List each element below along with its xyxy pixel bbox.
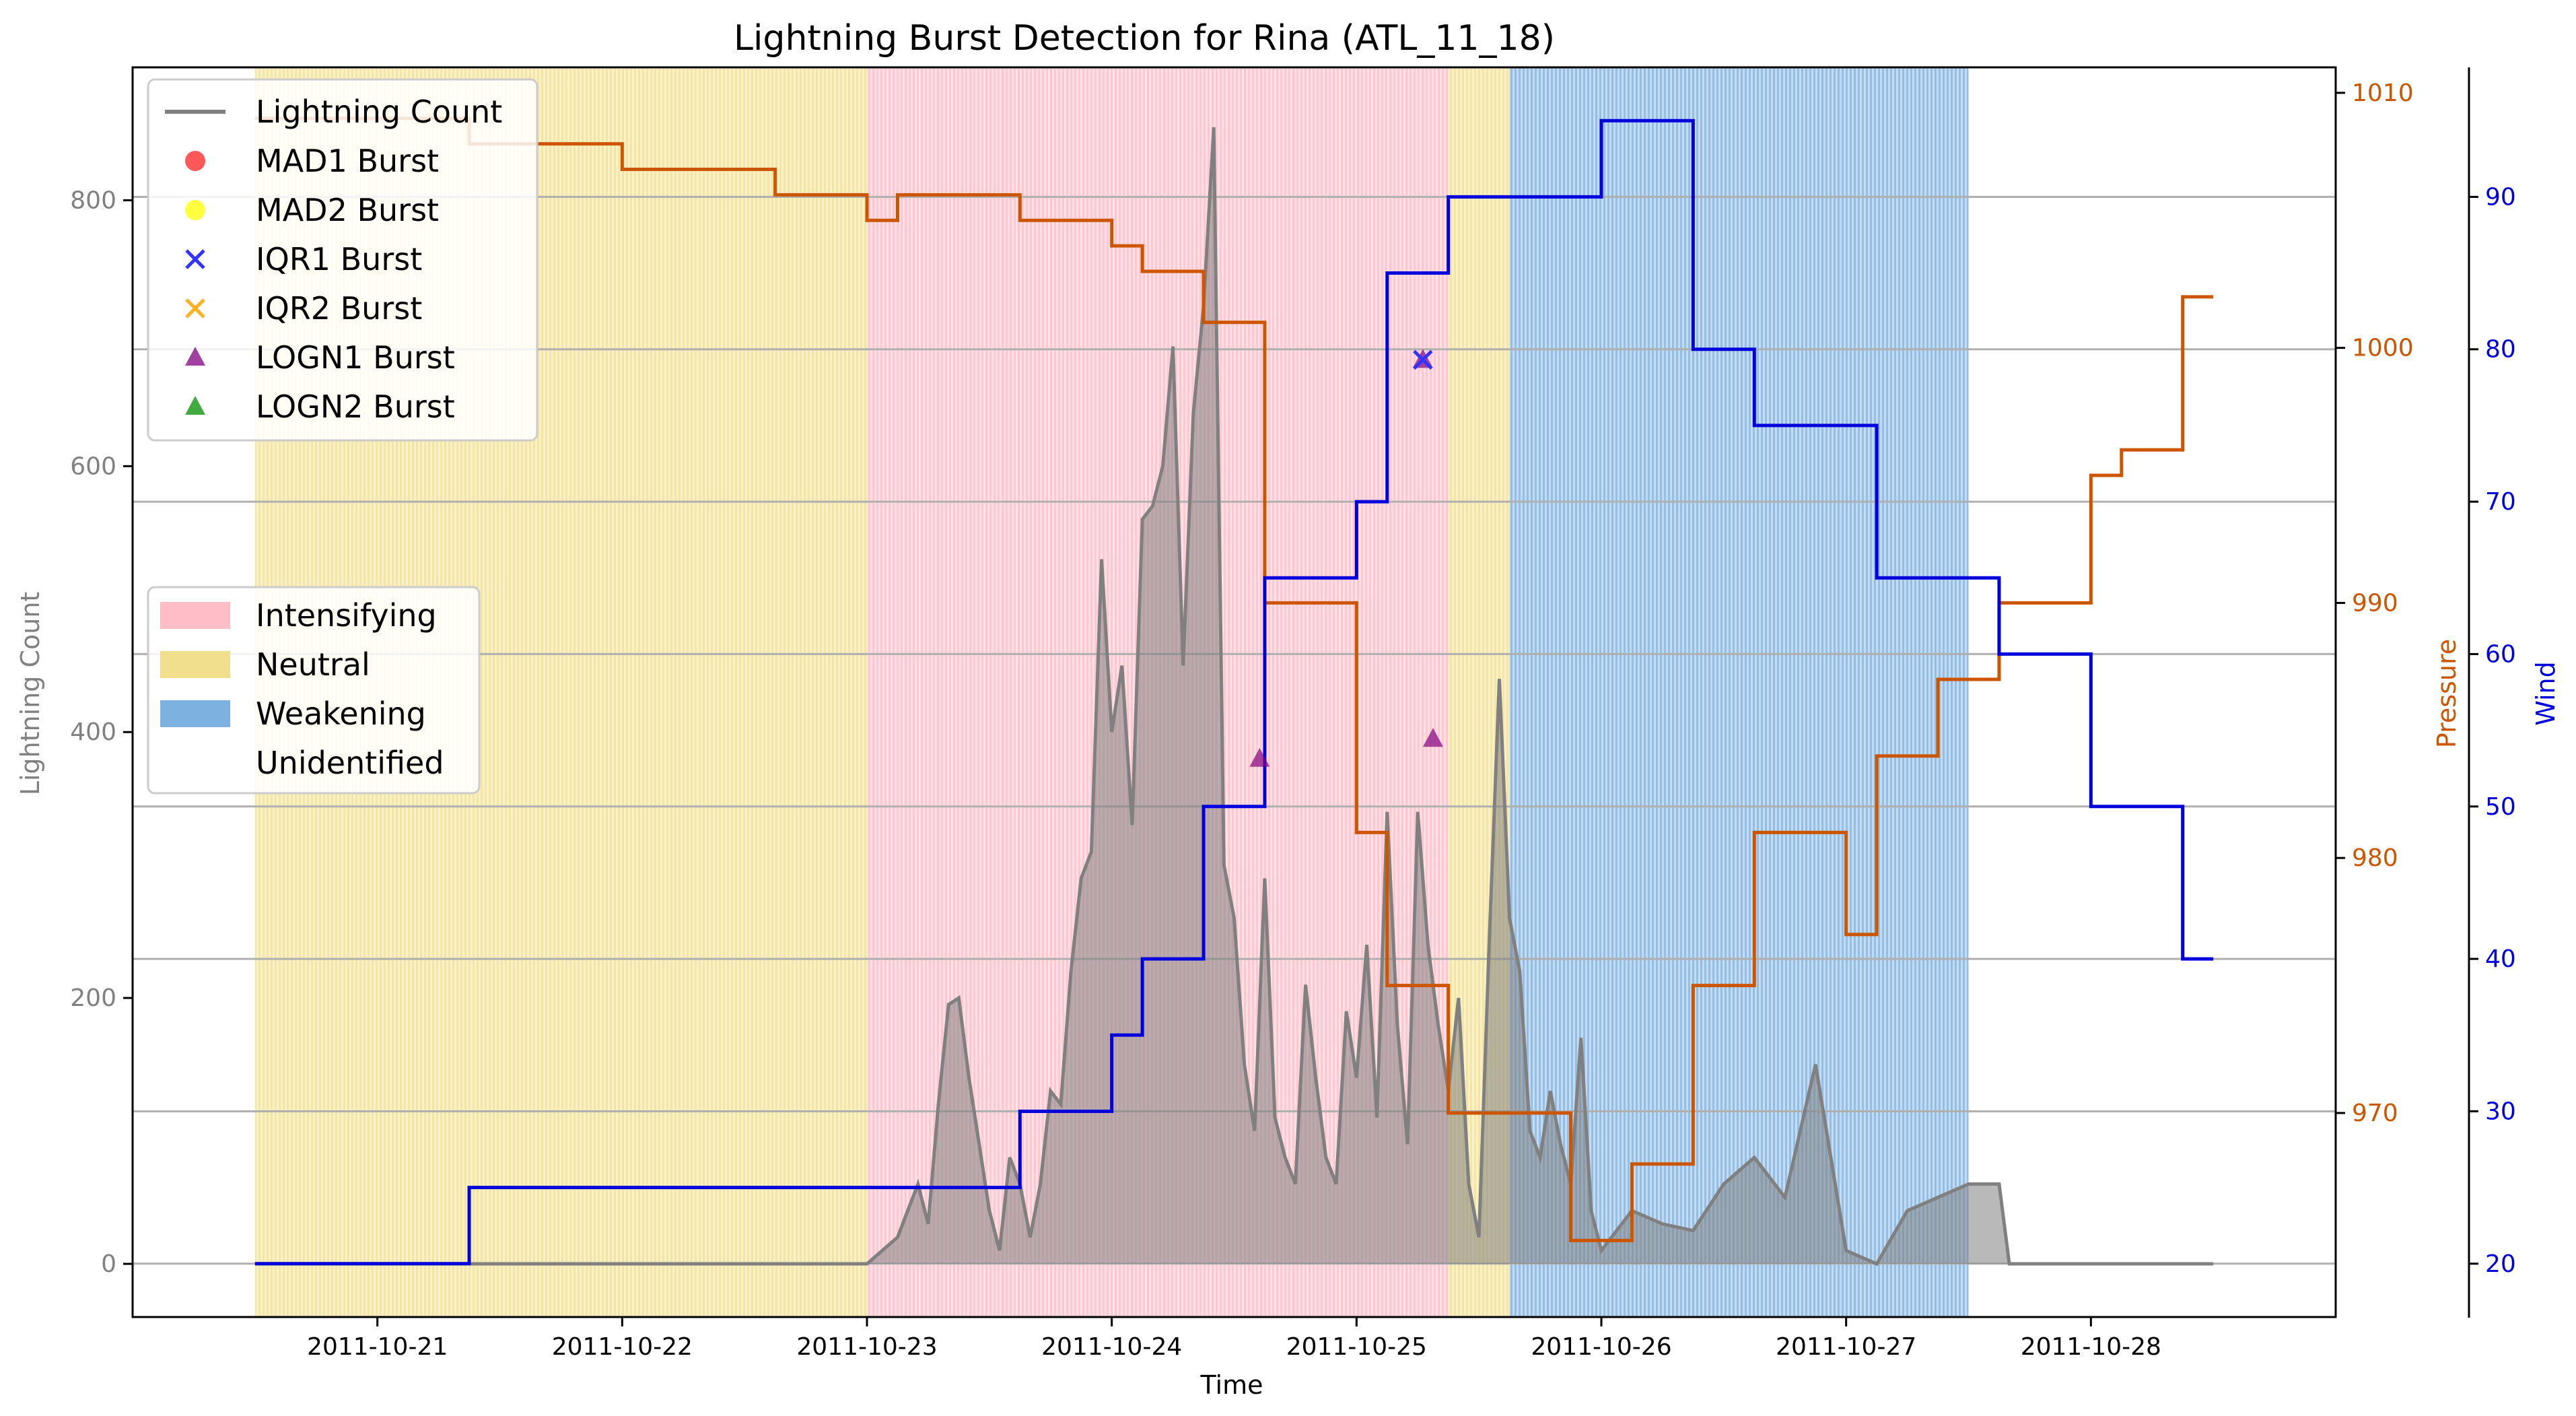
- legend-triangle-swatch-5: [185, 347, 205, 366]
- lightning-tick-label-2: 400: [70, 718, 116, 746]
- wind-series-line: [254, 119, 2214, 1266]
- plot-frame: [131, 66, 2337, 1318]
- legend-marker-label-1: MAD1 Burst: [256, 143, 439, 179]
- lightning-tick-label-1: 200: [70, 984, 116, 1012]
- pressure-tick-label-3: 1000: [2352, 335, 2414, 362]
- legend-phases-box: [147, 586, 481, 795]
- burst-marker-iqr1-3: [1413, 349, 1433, 370]
- legend-phases: Intensifying Neutral Weakening Unidentified: [147, 586, 481, 795]
- x-axis-label: Time: [1200, 1370, 1263, 1400]
- pressure-tick-label-2: 990: [2352, 589, 2398, 617]
- legend-triangle-swatch-6: [185, 396, 205, 415]
- x-tick-label-1: 2011-10-22: [552, 1333, 693, 1361]
- lightning-count-line: [254, 127, 2214, 1267]
- x-tick-label-3: 2011-10-24: [1041, 1333, 1182, 1361]
- pressure-tick-label-4: 1010: [2352, 79, 2414, 107]
- legend-marker-label-4: IQR2 Burst: [256, 290, 422, 327]
- x-tick-label-0: 2011-10-21: [307, 1333, 448, 1361]
- legend-marker-label-6: LOGN2 Burst: [256, 389, 455, 425]
- pressure-tick-label-0: 970: [2352, 1100, 2398, 1127]
- pressure-series-line: [254, 116, 2214, 1242]
- legend-circle-swatch-1: [185, 151, 205, 171]
- pressure-tick-label-1: 980: [2352, 844, 2398, 872]
- legend-x-b: [185, 249, 205, 269]
- legend-x-b: [185, 298, 205, 318]
- x-tick-label-5: 2011-10-26: [1531, 1333, 1671, 1361]
- legend-markers-box: [147, 78, 538, 442]
- wind-tick-label-0: 20: [2485, 1250, 2516, 1278]
- y-axis-label-pressure: Pressure: [2432, 639, 2462, 748]
- legend-marker-label-3: IQR1 Burst: [256, 241, 422, 277]
- legend-phase-swatch-1: [160, 651, 230, 678]
- x-tick-label-4: 2011-10-25: [1286, 1333, 1427, 1361]
- y-axis-label-lightning: Lightning Count: [15, 592, 45, 796]
- legend-circle-swatch-2: [185, 200, 205, 220]
- legend-phase-label-3: Unidentified: [256, 745, 444, 781]
- iqr1-x-stroke-b: [1413, 349, 1433, 370]
- plot-area: 2011-10-21 2011-10-22 2011-10-23 2011-10-24…: [70, 66, 2516, 1361]
- wind-tick-label-7: 90: [2485, 183, 2516, 211]
- lightning-count-area: [254, 127, 2214, 1265]
- wind-tick-label-5: 70: [2485, 488, 2516, 516]
- chart-title: Lightning Burst Detection for Rina (ATL_…: [734, 18, 1555, 59]
- x-tick-label-7: 2011-10-28: [2021, 1333, 2161, 1361]
- wind-tick-label-1: 30: [2485, 1098, 2516, 1125]
- lightning-tick-label-3: 600: [70, 452, 116, 480]
- wind-tick-label-2: 40: [2485, 945, 2516, 973]
- lightning-tick-label-0: 0: [101, 1250, 116, 1278]
- wind-tick-label-4: 60: [2485, 640, 2516, 668]
- lightning-tick-label-4: 800: [70, 187, 116, 214]
- burst-marker-logn1-0: [1249, 747, 1270, 767]
- legend-marker-label-0: Lightning Count: [256, 94, 502, 130]
- legend-markers: Lightning Count MAD1 Burst MAD2 Burst IQR1 …: [147, 78, 538, 442]
- legend-phase-swatch-0: [160, 602, 230, 629]
- legend-phase-swatch-2: [160, 700, 230, 727]
- legend-marker-label-2: MAD2 Burst: [256, 192, 439, 228]
- legend-marker-label-5: LOGN1 Burst: [256, 339, 455, 376]
- legend-x-swatch-4: [185, 298, 205, 318]
- legend-phase-label-1: Neutral: [256, 646, 370, 683]
- wind-tick-label-6: 80: [2485, 336, 2516, 364]
- wind-tick-label-3: 50: [2485, 793, 2516, 821]
- burst-marker-logn1-2: [1422, 728, 1443, 747]
- legend-phase-label-2: Weakening: [256, 696, 426, 732]
- y-axis-label-wind: Wind: [2531, 661, 2561, 726]
- legend-phase-label-0: Intensifying: [256, 597, 437, 634]
- legend-x-swatch-3: [185, 249, 205, 269]
- x-tick-label-2: 2011-10-23: [796, 1333, 937, 1361]
- data-layer: [133, 67, 2336, 1317]
- x-tick-label-6: 2011-10-27: [1776, 1333, 1916, 1361]
